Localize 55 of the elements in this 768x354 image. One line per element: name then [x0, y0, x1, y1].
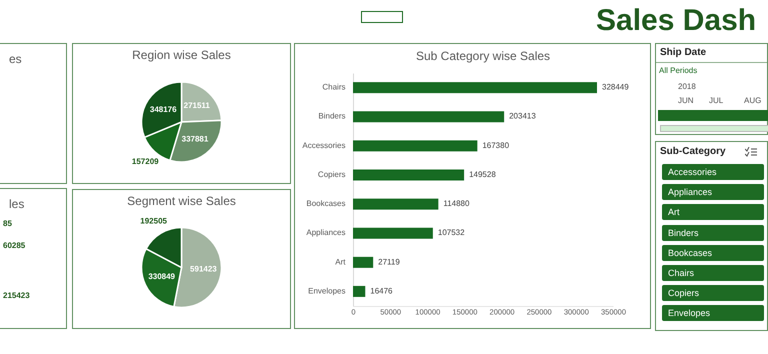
data-label: 591423: [190, 264, 218, 274]
y-tick-label: Chairs: [322, 82, 346, 92]
data-label: 192505: [140, 216, 168, 226]
bar: [353, 256, 374, 268]
y-tick-label: Accessories: [302, 140, 346, 150]
text: All Periods: [659, 66, 698, 75]
bar: [353, 140, 478, 152]
data-label: 114880: [443, 199, 470, 208]
data-label: 203413: [509, 112, 536, 121]
filter-button: Envelopes: [662, 305, 764, 322]
chart-title: Region wise Sales: [132, 48, 231, 62]
text: 60285: [3, 241, 26, 250]
data-label: 157209: [132, 157, 160, 166]
text: es: [9, 52, 22, 66]
filter-button: Binders: [662, 224, 764, 241]
y-tick-label: Art: [335, 257, 346, 266]
y-tick-label: Copiers: [318, 170, 346, 179]
y-tick-label: Bookcases: [306, 199, 346, 208]
text: Sales Dash: [596, 4, 756, 38]
bar: [353, 198, 438, 210]
data-label: 16476: [370, 286, 394, 296]
data-label: 107532: [438, 228, 466, 238]
bar: [353, 286, 366, 297]
data-label: 271511: [184, 101, 210, 110]
text: Sub-Category: [660, 146, 726, 157]
text: JUN: [678, 96, 694, 105]
chart-title: Segment wise Sales: [127, 194, 236, 208]
bar: [353, 169, 464, 180]
data-label: 337881: [182, 134, 209, 144]
filter-button: Appliances: [662, 184, 764, 200]
data-label: 348176: [150, 104, 178, 114]
text: Ship Date: [660, 47, 706, 58]
text: 2018: [678, 82, 696, 91]
filter-button: Art: [662, 204, 764, 220]
y-tick-label: Binders: [318, 112, 346, 121]
bar: [353, 82, 597, 94]
bar: [353, 111, 504, 122]
bar: [353, 228, 433, 239]
data-label: 328449: [602, 82, 630, 92]
text: 215423: [3, 291, 30, 300]
data-label: 330849: [148, 272, 176, 281]
text: les: [9, 197, 24, 211]
data-label: 149528: [469, 170, 496, 179]
y-tick-label: Envelopes: [308, 286, 346, 296]
text: JUL: [709, 96, 724, 105]
data-label: 27119: [378, 257, 400, 266]
chart-title: Sub Category wise Sales: [416, 49, 550, 63]
data-label: 167380: [482, 140, 510, 150]
text: AUG: [744, 96, 762, 105]
filter-button: Bookcases: [662, 244, 764, 261]
y-tick-label: Appliances: [306, 228, 346, 238]
filter-button: Chairs: [662, 265, 764, 281]
text: 85: [3, 219, 12, 228]
filter-button: Accessories: [662, 164, 764, 180]
filter-button: Copiers: [662, 285, 764, 302]
